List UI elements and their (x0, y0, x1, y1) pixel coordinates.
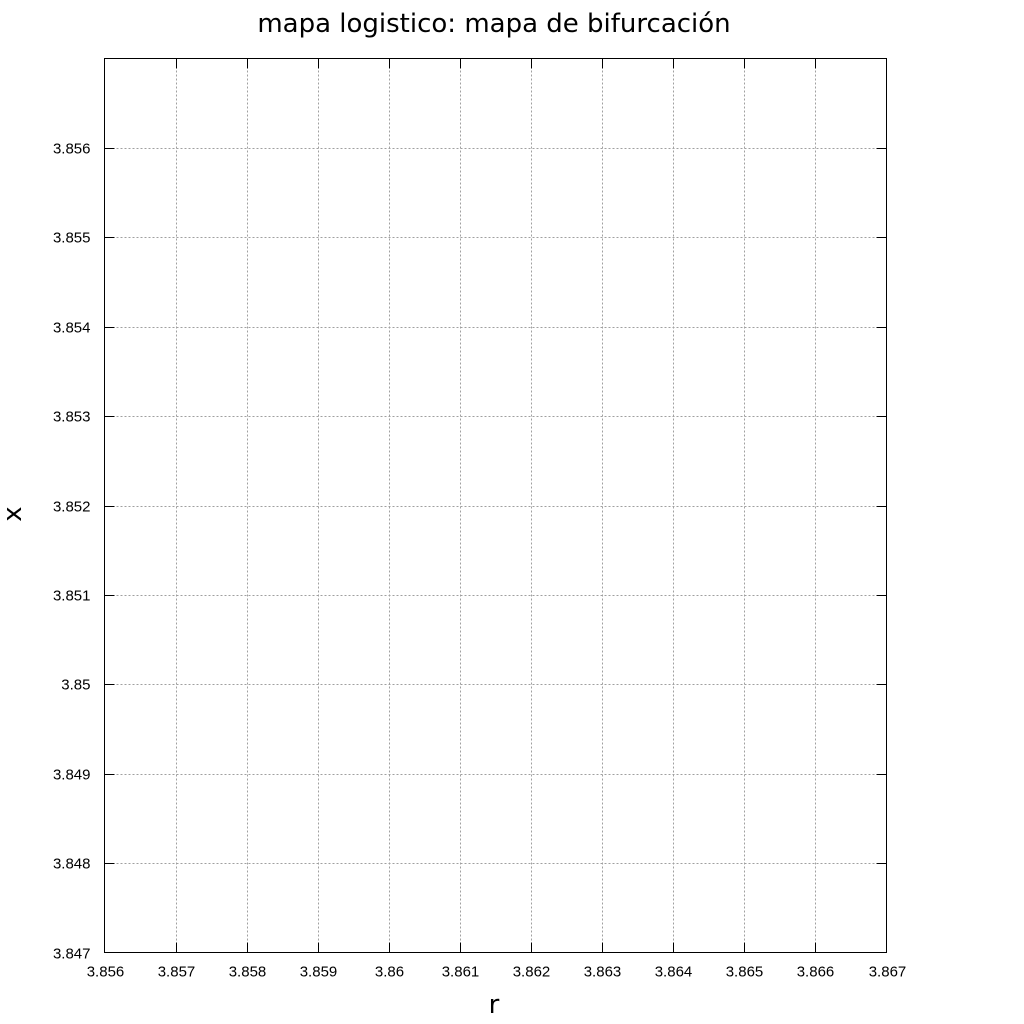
grid-lines (104, 58, 887, 953)
x-tick-label: 3.859 (300, 964, 338, 981)
x-tick-label: 3.866 (797, 964, 835, 981)
y-tick-label: 3.847 (53, 946, 91, 963)
x-tick-label: 3.862 (513, 964, 551, 981)
y-tick-label: 3.856 (53, 141, 91, 158)
x-tick-label: 3.863 (584, 964, 622, 981)
x-tick-label: 3.865 (726, 964, 764, 981)
y-tick-label: 3.848 (53, 856, 91, 873)
axis-ticks (104, 58, 887, 953)
y-tick-labels: 3.847 3.848 3.849 3.85 3.851 3.852 3.853 3.854 3… (53, 141, 91, 963)
x-tick-label: 3.867 (869, 964, 907, 981)
chart-title: mapa logistico: mapa de bifurcación (257, 9, 730, 39)
y-tick-label: 3.854 (53, 320, 91, 337)
y-tick-label: 3.851 (53, 588, 91, 605)
x-tick-label: 3.856 (87, 964, 125, 981)
x-tick-label: 3.86 (375, 964, 404, 981)
y-tick-label: 3.853 (53, 409, 91, 426)
x-tick-label: 3.861 (442, 964, 480, 981)
y-tick-label: 3.855 (53, 230, 91, 247)
x-tick-label: 3.857 (158, 964, 196, 981)
x-tick-label: 3.864 (655, 964, 693, 981)
y-axis-label: x (0, 506, 28, 521)
y-tick-label: 3.852 (53, 499, 91, 516)
x-tick-label: 3.858 (229, 964, 267, 981)
x-tick-labels: 3.856 3.857 3.858 3.859 3.86 3.861 3.862 3.863 3… (87, 964, 907, 981)
x-axis-label: r (489, 990, 500, 1020)
plot-area (104, 58, 887, 953)
y-tick-label: 3.85 (61, 677, 90, 694)
y-tick-label: 3.849 (53, 767, 91, 784)
